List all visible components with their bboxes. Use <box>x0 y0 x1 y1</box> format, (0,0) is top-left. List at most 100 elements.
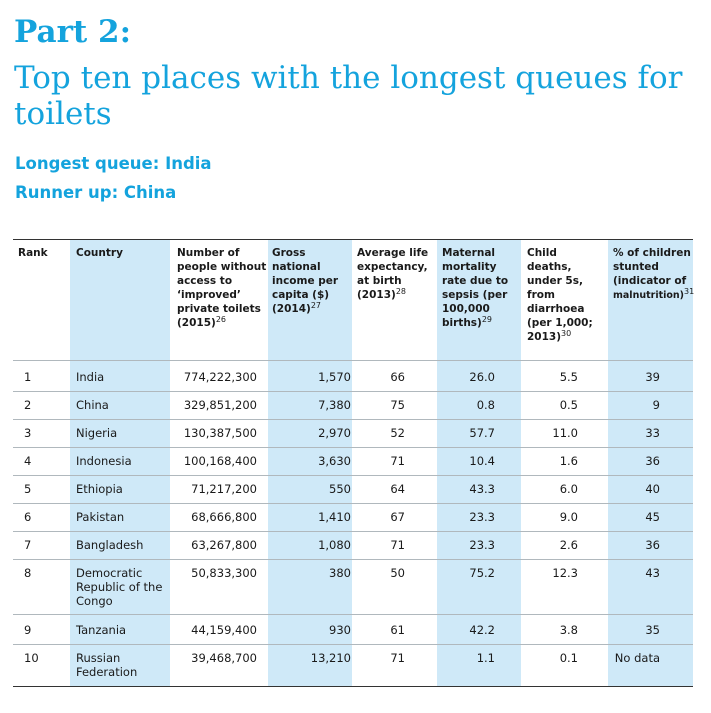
cell-rank: 4 <box>24 454 32 468</box>
cell-people: 329,851,200 <box>183 398 257 412</box>
cell-child: 6.0 <box>559 482 578 496</box>
header-gni: Gross national income per capita ($) (20… <box>272 247 339 315</box>
page-title: Top ten places with the longest queues f… <box>14 60 683 132</box>
country-column-band <box>70 240 170 687</box>
cell-child: 2.6 <box>559 538 578 552</box>
row-divider <box>13 503 693 504</box>
cell-stunted: 36 <box>645 454 660 468</box>
row-divider <box>13 360 693 361</box>
cell-maternal: 23.3 <box>469 510 495 524</box>
cell-child: 12.3 <box>552 566 578 580</box>
cell-stunted: 36 <box>645 538 660 552</box>
table-top-border <box>13 239 693 240</box>
cell-life: 61 <box>390 623 405 637</box>
cell-life: 71 <box>390 538 405 552</box>
cell-life: 71 <box>390 651 405 665</box>
cell-life: 67 <box>390 510 405 524</box>
cell-people: 774,222,300 <box>183 370 257 384</box>
cell-country: Pakistan <box>76 510 125 524</box>
cell-country: China <box>76 398 109 412</box>
runner-up-label: Runner up: China <box>15 183 177 202</box>
cell-life: 71 <box>390 454 405 468</box>
cell-country: Russian Federation <box>76 651 138 679</box>
maternal-column-band <box>437 240 521 687</box>
cell-rank: 10 <box>24 651 39 665</box>
cell-life: 52 <box>390 426 405 440</box>
cell-child: 5.5 <box>559 370 578 384</box>
header-people: Number of people without access to ‘impr… <box>177 247 267 329</box>
cell-rank: 9 <box>24 623 32 637</box>
longest-queue-label: Longest queue: India <box>15 154 212 173</box>
cell-child: 0.1 <box>559 651 578 665</box>
cell-people: 68,666,800 <box>191 510 257 524</box>
stunted-column-band <box>608 240 693 687</box>
cell-rank: 3 <box>24 426 32 440</box>
cell-maternal: 23.3 <box>469 538 495 552</box>
row-divider <box>13 531 693 532</box>
cell-rank: 8 <box>24 566 32 580</box>
cell-gni: 1,080 <box>318 538 351 552</box>
cell-stunted: 35 <box>645 623 660 637</box>
cell-child: 11.0 <box>552 426 578 440</box>
cell-gni: 3,630 <box>318 454 351 468</box>
cell-people: 71,217,200 <box>191 482 257 496</box>
header-rank: Rank <box>18 247 48 259</box>
cell-rank: 7 <box>24 538 32 552</box>
cell-maternal: 42.2 <box>469 623 495 637</box>
cell-gni: 7,380 <box>318 398 351 412</box>
cell-country: Democratic Republic of the Congo <box>76 566 163 608</box>
row-divider <box>13 419 693 420</box>
cell-gni: 13,210 <box>310 651 351 665</box>
cell-gni: 380 <box>329 566 351 580</box>
cell-child: 0.5 <box>559 398 578 412</box>
header-country: Country <box>76 247 123 259</box>
cell-child: 1.6 <box>559 454 578 468</box>
cell-maternal: 26.0 <box>469 370 495 384</box>
cell-maternal: 43.3 <box>469 482 495 496</box>
cell-life: 50 <box>390 566 405 580</box>
cell-child: 3.8 <box>559 623 578 637</box>
cell-country: Ethiopia <box>76 482 123 496</box>
cell-people: 63,267,800 <box>191 538 257 552</box>
row-divider <box>13 614 693 615</box>
cell-stunted: 45 <box>645 510 660 524</box>
cell-country: Bangladesh <box>76 538 144 552</box>
cell-stunted: 9 <box>652 398 660 412</box>
cell-stunted: No data <box>614 651 660 665</box>
cell-people: 39,468,700 <box>191 651 257 665</box>
cell-gni: 1,570 <box>318 370 351 384</box>
cell-maternal: 75.2 <box>469 566 495 580</box>
cell-people: 130,387,500 <box>183 426 257 440</box>
part-heading: Part 2: <box>14 14 132 50</box>
cell-maternal: 0.8 <box>476 398 495 412</box>
cell-country: India <box>76 370 105 384</box>
cell-stunted: 40 <box>645 482 660 496</box>
cell-life: 66 <box>390 370 405 384</box>
cell-people: 100,168,400 <box>183 454 257 468</box>
cell-maternal: 57.7 <box>469 426 495 440</box>
row-divider <box>13 475 693 476</box>
row-divider <box>13 391 693 392</box>
cell-gni: 2,970 <box>318 426 351 440</box>
cell-life: 75 <box>390 398 405 412</box>
cell-maternal: 1.1 <box>476 651 495 665</box>
cell-country: Tanzania <box>76 623 127 637</box>
cell-rank: 1 <box>24 370 32 384</box>
cell-life: 64 <box>390 482 405 496</box>
row-divider <box>13 559 693 560</box>
cell-gni: 1,410 <box>318 510 351 524</box>
cell-stunted: 43 <box>645 566 660 580</box>
cell-rank: 6 <box>24 510 32 524</box>
cell-gni: 550 <box>329 482 351 496</box>
cell-people: 44,159,400 <box>191 623 257 637</box>
cell-country: Indonesia <box>76 454 132 468</box>
cell-maternal: 10.4 <box>469 454 495 468</box>
gni-column-band <box>268 240 352 687</box>
header-life: Average life expectancy, at birth (2013)… <box>357 247 429 301</box>
header-child: Child deaths, under 5s, from diarrhoea (… <box>527 247 593 343</box>
cell-stunted: 39 <box>645 370 660 384</box>
cell-people: 50,833,300 <box>191 566 257 580</box>
header-maternal: Maternal mortality rate due to sepsis (p… <box>442 247 509 329</box>
cell-rank: 2 <box>24 398 32 412</box>
table-bottom-border <box>13 686 693 687</box>
